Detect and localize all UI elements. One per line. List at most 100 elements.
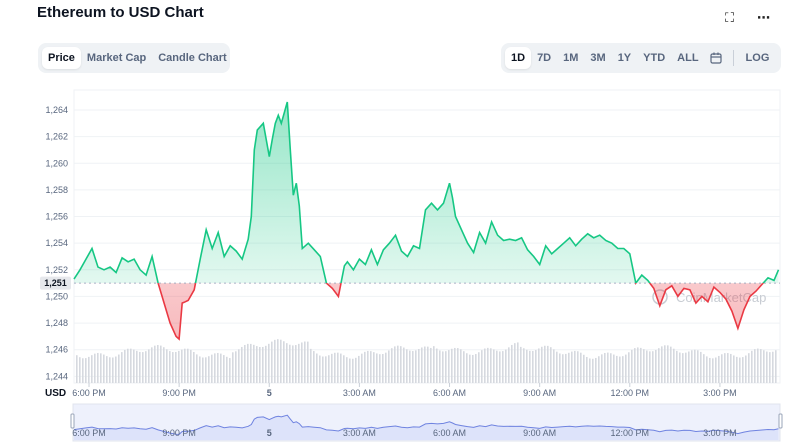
volume-bar [466,353,468,383]
calendar-icon[interactable] [705,47,727,69]
volume-bar [391,348,393,383]
volume-bar [655,349,657,383]
volume-bar [118,354,120,383]
volume-bar [544,345,546,383]
volume-bar [718,355,720,383]
volume-bar [385,352,387,383]
volume-bar [523,348,525,383]
tab-market-cap[interactable]: Market Cap [86,52,147,64]
volume-bar [607,352,609,383]
volume-bar [511,344,513,383]
tab-range-ytd[interactable]: YTD [643,52,666,64]
volume-bar [310,348,312,383]
volume-bar [241,346,243,383]
log-toggle[interactable]: LOG [745,52,770,64]
volume-bar [217,352,219,383]
tab-range-all[interactable]: ALL [677,52,699,64]
volume-bar [259,346,261,383]
x-tick-label: 3:00 PM [703,388,737,398]
more-dots-icon[interactable]: ⋯ [757,10,771,25]
navigator-handle-left[interactable] [70,413,75,429]
volume-bar [565,353,567,383]
volume-bar [364,351,366,383]
volume-bar [508,347,510,383]
volume-bar [613,354,615,383]
volume-bar [331,353,333,383]
volume-bar [250,343,252,383]
volume-bar [154,345,156,383]
volume-bar [181,349,183,383]
volume-bar [751,350,753,383]
volume-bar [85,358,87,383]
volume-bar [517,342,519,383]
y-tick-label: 1,254 [45,238,68,248]
tab-price[interactable]: Price [42,47,81,69]
volume-bar [625,354,627,383]
tab-range-1m[interactable]: 1M [563,52,579,64]
volume-bar [649,351,651,383]
volume-bar [436,348,438,383]
volume-bar [430,347,432,383]
current-price-badge: 1,251 [40,276,71,290]
y-tick-label: 1,262 [45,132,68,142]
y-tick-label: 1,256 [45,212,68,222]
volume-bar [349,358,351,383]
volume-bar [418,349,420,383]
volume-bar [502,351,504,383]
volume-bar [424,346,426,383]
volume-bar [76,355,78,383]
volume-bar [292,345,294,383]
volume-bar [469,354,471,383]
tab-range-1y[interactable]: 1Y [617,52,632,64]
tab-range-3m[interactable]: 3M [590,52,606,64]
volume-bar [256,346,258,383]
volume-bar [301,342,303,383]
volume-bar [610,353,612,383]
volume-bar [190,349,192,383]
volume-bar [721,354,723,383]
tab-range-7d[interactable]: 7D [537,52,552,64]
volume-bar [496,350,498,383]
volume-bar [691,350,693,383]
volume-bar [382,353,384,383]
volume-bar [595,357,597,383]
tab-range-1d[interactable]: 1D [505,47,532,69]
volume-bar [616,355,618,383]
expand-icon[interactable]: ⛶ [725,10,735,25]
volume-bar [532,350,534,383]
volume-bar [442,351,444,383]
volume-bar [286,343,288,383]
y-tick-label: 1,250 [45,291,68,301]
volume-bar [445,351,447,383]
y-axis-labels: 1,264 1,262 1,260 1,258 1,256 1,254 1,252 1,250… [45,105,68,381]
volume-bar [394,346,396,383]
volume-bar [334,352,336,383]
volume-bar [643,349,645,383]
volume-bar [730,353,732,383]
volume-bar [361,353,363,383]
volume-bar [733,355,735,383]
volume-bar [628,352,630,383]
tab-candle-chart[interactable]: Candle Chart [158,52,227,64]
volume-bar [559,353,561,383]
volume-bar [682,353,684,383]
volume-bar [298,343,300,383]
volume-bar [679,352,681,383]
volume-bar [352,358,354,383]
volume-bar [370,351,372,383]
navigator-tick-label: 3:00 AM [343,428,376,438]
volume-bar [772,351,774,383]
volume-bar [388,350,390,383]
x-tick-label: 12:00 PM [611,388,650,398]
navigator-handle-right[interactable] [778,413,783,429]
volume-bar [427,346,429,383]
volume-bar [205,357,207,383]
volume-bar [235,351,237,383]
price-line-up [73,101,780,284]
volume-bar [130,348,132,383]
x-tick-label: 3:00 AM [343,388,376,398]
navigator[interactable]: 6:00 PM 9:00 PM 5 3:00 AM 6:00 AM 9:00 AM 12:0… [70,403,783,442]
volume-bar [178,350,180,383]
navigator-tick-label: 6:00 PM [72,428,106,438]
